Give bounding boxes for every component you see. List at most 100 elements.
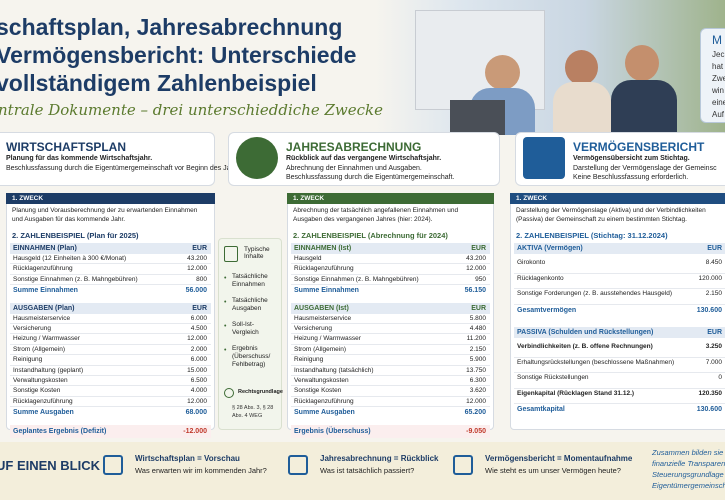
row-label: Rücklagenzuführung	[13, 265, 73, 273]
sidebar	[218, 238, 282, 430]
row-value: 12.000	[187, 335, 207, 343]
row-rule	[291, 354, 490, 356]
row-rule	[10, 406, 211, 408]
footer-note: Zusammen bilden sie e	[652, 448, 725, 457]
row-value: 120.350	[698, 389, 723, 397]
row-value: 7.000	[705, 358, 722, 366]
row-value: 15.000	[187, 366, 207, 374]
row-label: Eigenkapital (Rücklagen Stand 31.12.)	[517, 389, 635, 397]
side-box-line: Jec	[712, 50, 725, 59]
row-value: 3.250	[705, 343, 722, 350]
row-label: Heizung / Warmwasser	[13, 335, 80, 343]
column-title: VERMÖGENSBERICHT	[573, 140, 705, 154]
side-box-line: Zwe	[712, 74, 725, 83]
person	[485, 55, 520, 90]
row-label: Erhaltungsrückstellungen (beschlossene M…	[517, 358, 675, 366]
row-value: 950	[475, 275, 486, 283]
row-label: Verwaltungskosten	[294, 377, 349, 384]
row-value: 11.200	[466, 335, 486, 343]
row-label: Hausgeld	[294, 255, 322, 262]
row-rule	[514, 403, 725, 404]
table-header-label: EINNAHMEN (Ist)	[294, 245, 352, 252]
row-label: Hausmeisterservice	[13, 314, 71, 322]
row-rule	[514, 356, 725, 358]
column-title: WIRTSCHAFTSPLAN	[6, 140, 126, 154]
column-line: Abrechnung der Einnahmen und Ausgaben.	[286, 164, 422, 172]
row-value: 2.150	[705, 290, 722, 297]
section-tag: 1. ZWECK	[287, 193, 494, 204]
total-value: 56.150	[464, 287, 486, 295]
row-value: 3.620	[469, 387, 486, 395]
row-label: Reinigung	[13, 356, 43, 364]
row-label: Hausgeld (12 Einheiten à 300 €/Monat)	[13, 255, 127, 262]
row-rule	[514, 387, 725, 389]
column-line: Beschlussfassung durch die Eigentümergem…	[6, 164, 247, 172]
section-tag: 1. ZWECK	[510, 193, 725, 204]
row-rule	[10, 323, 211, 324]
row-value: 6.300	[469, 377, 486, 384]
table-unit: EUR	[192, 245, 207, 252]
footer-title: Wirtschaftsplan = Vorschau	[135, 454, 240, 463]
footer-note: Steuerungsgrundlage	[652, 470, 724, 479]
total-label: Summe Einnahmen	[294, 287, 359, 295]
row-value: 6.000	[190, 314, 207, 322]
row-rule	[291, 273, 490, 275]
column-line: Planung für das kommende Wirtschaftsjahr…	[6, 155, 153, 162]
row-label: Rücklagenzuführung	[294, 265, 354, 273]
row-rule	[514, 303, 725, 305]
column-line: Beschlussfassung durch die Eigentümergem…	[286, 174, 455, 181]
row-rule	[291, 375, 490, 376]
row-value: 13.750	[466, 366, 486, 374]
footer-text: Was ist tatsächlich passiert?	[320, 466, 415, 475]
total-value: 65.200	[464, 409, 486, 417]
bullet: •	[224, 347, 227, 354]
total-label: Summe Einnahmen	[13, 287, 78, 295]
column-line: Keine Beschlussfassung erforderlich.	[573, 174, 689, 181]
sidebar-icon	[224, 246, 238, 262]
icon	[523, 137, 565, 179]
sidebar-item: Soll-Ist-Vergleich	[232, 321, 259, 336]
row-label: Strom (Allgemein)	[294, 345, 347, 353]
footer-icon	[103, 455, 123, 475]
sidebar-item: Tatsächliche Ausgaben	[232, 297, 268, 312]
result-value: -12.000	[183, 427, 207, 435]
row-value: 800	[196, 275, 207, 283]
row-rule	[291, 406, 490, 408]
sidebar-item: Ergebnis (Überschuss/ Fehlbetrag)	[232, 345, 271, 368]
panel	[510, 193, 725, 430]
row-label: Rücklagenkonto	[517, 274, 564, 282]
table-header-label: AUSGABEN (Plan)	[13, 304, 75, 312]
row-rule	[291, 284, 490, 286]
row-label: Sonstige Forderungen (z. B. ausstehendes…	[517, 290, 673, 297]
row-value: 2.150	[469, 345, 486, 353]
row-label: Verwaltungskosten	[13, 377, 68, 384]
side-box-line: hat	[712, 62, 724, 71]
footer-note: Eigentümergemeinsch	[652, 481, 725, 490]
row-label: Sonstige Einnahmen (z. B. Mahngebühren)	[13, 275, 138, 283]
column-line: Vermögensübersicht zum Stichtag.	[573, 155, 690, 162]
row-value: 4.000	[190, 387, 207, 395]
row-rule	[10, 385, 211, 387]
person	[625, 45, 659, 81]
row-rule	[514, 372, 725, 373]
section-tag: 1. ZWECK	[6, 193, 215, 204]
column-line: Rückblick auf das vergangene Wirtschafts…	[286, 155, 442, 162]
row-value: 12.000	[187, 397, 207, 405]
example-heading: 2. ZAHLENBEISPIEL (Plan für 2025)	[12, 231, 139, 240]
purpose: Planung und Vorausberechnung der zu erwa…	[12, 207, 198, 223]
footer-note: finanzielle Transparen	[652, 459, 725, 468]
title-line: Vermögensbericht: Unterschiede	[0, 42, 357, 68]
row-value: 4.500	[190, 325, 207, 332]
table-header	[291, 302, 490, 314]
side-box-line: M	[712, 33, 722, 47]
total-label: Summe Ausgaben	[13, 409, 74, 417]
row-label: Girokonto	[517, 259, 546, 266]
row-value: 12.000	[187, 265, 207, 273]
table-unit: EUR	[707, 245, 722, 252]
result-box	[291, 424, 490, 438]
row-rule	[10, 375, 211, 376]
row-rule	[10, 263, 211, 265]
table-header	[291, 243, 490, 254]
result-label: Ergebnis (Überschuss)	[294, 427, 371, 435]
sidebar-heading: Typische Inhalte	[244, 246, 270, 260]
